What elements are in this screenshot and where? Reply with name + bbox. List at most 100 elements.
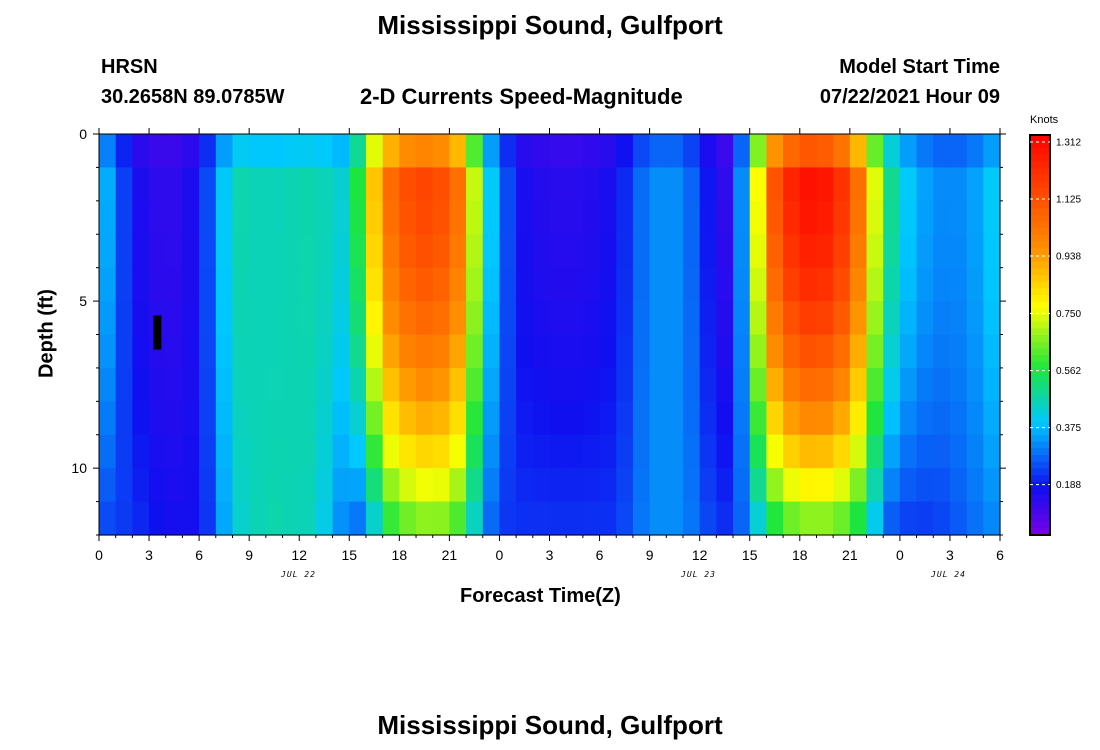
colorbar-segment [1030,168,1050,176]
heatmap-cell [866,167,884,202]
heatmap-cell [466,167,484,202]
colorbar-tick-label: 0.750 [1056,309,1081,320]
heatmap-cell [549,501,567,536]
heatmap-cell [282,434,300,469]
heatmap-cell [616,367,634,402]
heatmap-cell [616,301,634,336]
heatmap-cell [432,334,450,369]
heatmap-cell [249,234,267,269]
heatmap-cell [249,468,267,503]
heatmap-cell [833,401,851,436]
colorbar-segment [1030,141,1050,149]
heatmap-cell [632,200,651,235]
heatmap-cell [632,134,651,169]
heatmap-cell [249,134,267,169]
heatmap-cell [733,468,751,503]
heatmap-cell [499,134,517,169]
heatmap-cell [966,234,984,269]
heatmap-cell [449,434,467,469]
heatmap-cell [399,401,417,436]
heatmap-cell [315,301,334,336]
heatmap-cell [99,468,117,503]
heatmap-cell [399,501,417,536]
heatmap-cell [616,234,634,269]
heatmap-cell [649,234,667,269]
heatmap-cell [466,401,484,436]
heatmap-cell [215,434,234,469]
heatmap-cell [983,134,1001,169]
heatmap-cell [899,234,918,269]
heatmap-cell [432,501,450,536]
heatmap-cell [799,267,818,302]
colorbar-tick-label: 0.188 [1056,480,1081,491]
heatmap-cell [265,234,284,269]
heatmap-cell [849,234,868,269]
y-axis: 0 5 10 [71,126,1006,536]
heatmap-cell [799,401,818,436]
heatmap-cell [365,234,384,269]
heatmap-cell [499,501,517,536]
heatmap-cell [282,167,300,202]
colorbar-segment [1030,488,1050,496]
heatmap-cell [582,367,601,402]
heatmap-cell [365,301,384,336]
heatmap-cell [182,134,200,169]
heatmap-cell [115,267,133,302]
heatmap-cell [666,234,684,269]
heatmap-cell [482,367,501,402]
heatmap-cell [849,200,868,235]
heatmap-cell [566,501,584,536]
y-tick-label: 0 [79,126,87,142]
heatmap-cell [149,200,167,235]
heatmap-cell [816,134,834,169]
heatmap-cell [149,234,167,269]
heatmap-cell [799,367,818,402]
heatmap-cell [516,401,534,436]
heatmap-cell [332,200,350,235]
heatmap-cell [716,167,734,202]
heatmap-cell [165,301,184,336]
heatmap-cell [599,334,617,369]
heatmap-cell [399,434,417,469]
colorbar-segment [1030,528,1050,536]
heatmap-cell [916,334,934,369]
heatmap-cell [849,468,868,503]
heatmap-cell [666,134,684,169]
heatmap-cell [749,401,768,436]
heatmap-cell [432,167,450,202]
heatmap-cell [649,367,667,402]
heatmap-cell [816,267,834,302]
heatmap-cell [983,401,1001,436]
heatmap-cell [449,301,467,336]
heatmap-cell [582,334,601,369]
heatmap-cell [983,434,1001,469]
heatmap-cell [833,267,851,302]
heatmap-cell [649,301,667,336]
heatmap-cell [315,267,334,302]
heatmap-cell [215,401,234,436]
colorbar-segment [1030,508,1050,516]
heatmap-cell [966,167,984,202]
heatmap-cell [115,200,133,235]
heatmap-cell [933,434,951,469]
heatmap-cell [432,267,450,302]
heatmap-cell [933,200,951,235]
heatmap-cell [282,234,300,269]
heatmap-cell [549,267,567,302]
heatmap-cell [165,367,184,402]
heatmap-cell [449,501,467,536]
heatmap-cell [466,501,484,536]
colorbar-segment [1030,208,1050,216]
heatmap-cell [566,200,584,235]
heatmap-cell [749,434,768,469]
heatmap-cell [883,501,901,536]
heatmap-cell [783,167,801,202]
x-tick-label: 18 [392,547,408,563]
heatmap-cell [365,167,384,202]
colorbar-tick-label: 0.562 [1056,366,1081,377]
heatmap-cell [816,200,834,235]
heatmap-cell [549,434,567,469]
heatmap-cell [249,401,267,436]
heatmap-cell [232,167,250,202]
x-tick-label: 9 [646,547,654,563]
